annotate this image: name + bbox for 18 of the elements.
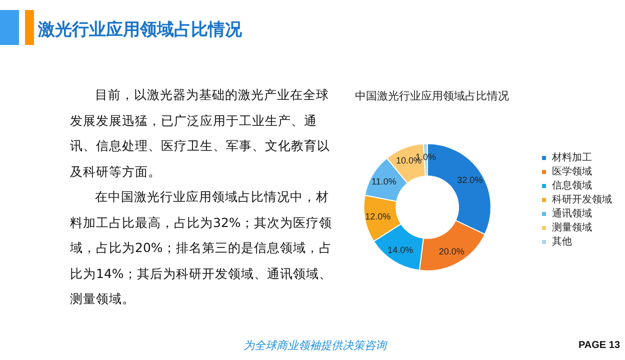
text: 在中国激光行业应用领域占比情况中，材料加工占比最高，占比为32%；其次为医疗领域，占比为20%；排名第三的是信息领域，占比为14%；其后为科研开发领域、通讯领域、测量领域。	[70, 188, 333, 308]
data-label: 20.0%	[438, 246, 464, 256]
text: 目前，以激光器为基础的激光产业在全球发展发展迅猛，已广泛应用于工业生产、通讯、信息处理、医疗卫生、军事、文化教育以及科研等方面。	[70, 86, 331, 180]
data-label: 12.0%	[365, 212, 391, 222]
chart-subtitle: 中国激光行业应用领域占比情况	[355, 90, 509, 102]
legend-label: 通讯领域	[552, 208, 592, 220]
data-label: 11.0%	[372, 176, 396, 187]
text: 为全球商业领袖提供决策咨询	[242, 338, 388, 354]
legend-label: 医学领域	[552, 166, 592, 178]
legend-label: 其他	[552, 236, 572, 248]
legend-label: 信息领域	[552, 180, 592, 192]
data-label: 14.0%	[388, 244, 414, 255]
text: 激光行业应用领域占比情况	[38, 19, 242, 41]
text: PAGE 13	[578, 339, 620, 353]
legend-label: 材料加工	[551, 152, 592, 164]
legend-label: 测量领域	[552, 222, 592, 234]
data-label: 32.0%	[457, 175, 483, 186]
legend-label: 科研开发领域	[552, 194, 612, 206]
